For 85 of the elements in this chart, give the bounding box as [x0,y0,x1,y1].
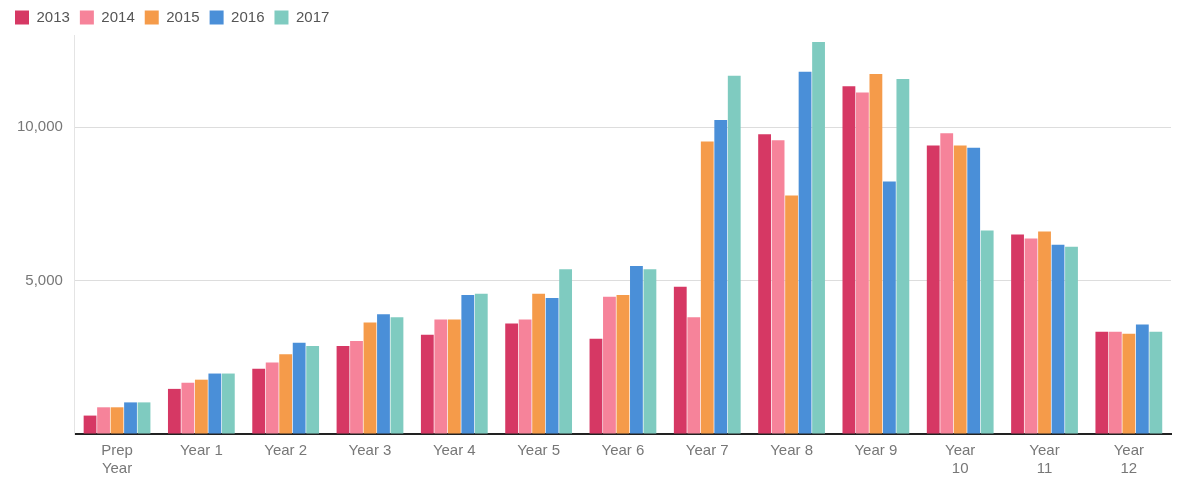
bar [926,145,940,434]
bar [855,92,869,434]
x-tick-label: Year 11 [1029,441,1060,477]
bar [727,75,741,434]
bar [882,181,896,434]
bar [447,319,461,434]
x-tick-label: Year 6 [601,441,645,459]
bar [137,402,151,434]
bar [1122,333,1136,434]
legend-label: 2017 [295,7,330,25]
bar [1095,331,1109,434]
bar [616,294,630,434]
bar [350,341,363,434]
bar [545,298,559,434]
bar [798,71,812,434]
x-tick-label: Year 4 [432,441,476,459]
bar [434,319,448,434]
x-tick-label: Prep Year [101,441,133,477]
bar [758,134,771,434]
bar [97,407,110,434]
bar [643,269,657,434]
bar [630,266,643,434]
y-tick-label: 5,000 [25,270,63,288]
bar [1149,331,1163,434]
bar [812,42,825,434]
bar [842,86,856,434]
bar [306,345,320,434]
bar [181,382,195,434]
bar [420,334,434,434]
bar [771,140,785,434]
bar [532,293,546,434]
x-tick-label: Year 3 [348,441,392,459]
bar [265,362,279,434]
bar [1011,234,1024,434]
bar [505,323,519,434]
bar [1065,246,1078,434]
bar [589,338,603,434]
bar [221,373,235,434]
x-tick-label: Year 9 [854,441,898,459]
bar [279,354,293,434]
bar [1038,231,1051,434]
bar [687,317,701,434]
bar [714,120,728,434]
bar [194,379,208,434]
x-tick-label: Year 2 [264,441,308,459]
legend-label: 2013 [36,7,70,25]
bar [1108,331,1122,434]
bar [461,294,475,434]
legend-label: 2015 [166,7,200,25]
x-tick-label: Year 1 [179,441,223,459]
bar [559,269,573,434]
bar [869,73,883,434]
bar [896,78,910,434]
bar [377,314,390,434]
bar [980,230,994,434]
bar [390,317,404,434]
x-tick-label: Year 7 [685,441,729,459]
bar [1135,324,1149,434]
bar [673,286,687,434]
bar [785,195,798,434]
bar [363,322,377,434]
bar [292,342,306,434]
x-tick-label: Year 5 [517,441,561,459]
bar [1024,238,1038,434]
bar [953,145,967,434]
bar [700,141,714,434]
x-tick-label: Year 12 [1113,441,1144,477]
bar [474,293,488,434]
x-tick-label: Year 10 [945,441,976,477]
bar [518,319,532,434]
legend-label: 2014 [101,7,135,25]
legend-label: 2016 [231,7,265,25]
y-tick-label: 10,000 [16,117,63,135]
bar [167,388,181,434]
bar [252,368,266,434]
bar [336,345,350,434]
bar [1051,244,1065,434]
bar [208,373,222,434]
bar [940,133,954,434]
bar [124,402,137,434]
bar [967,147,981,434]
bar [83,415,97,434]
bar [110,407,124,434]
bar [603,296,616,434]
x-tick-label: Year 8 [770,441,813,459]
